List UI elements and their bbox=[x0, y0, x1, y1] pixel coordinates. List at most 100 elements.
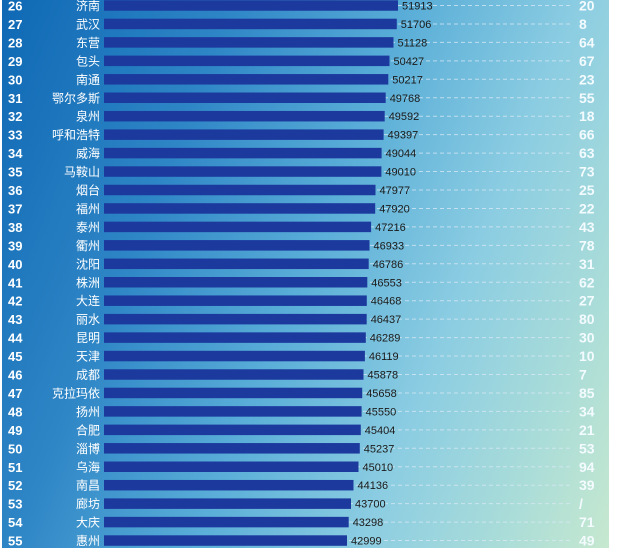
right-rank-label: 21 bbox=[579, 422, 595, 438]
category-label: 南通 bbox=[76, 72, 100, 87]
bar bbox=[104, 110, 385, 122]
category-label: 济南 bbox=[76, 0, 100, 13]
category-label: 马鞍山 bbox=[64, 164, 100, 179]
rank-label: 43 bbox=[8, 312, 22, 327]
category-label: 合肥 bbox=[76, 422, 100, 437]
right-rank-label: 78 bbox=[579, 237, 595, 253]
bar bbox=[104, 240, 370, 251]
rank-label: 26 bbox=[8, 0, 22, 14]
category-label: 克拉玛依 bbox=[52, 385, 100, 400]
rank-label: 35 bbox=[8, 165, 22, 180]
value-label: 43298 bbox=[353, 517, 384, 529]
bar bbox=[104, 424, 361, 436]
rank-label: 29 bbox=[8, 54, 22, 69]
value-label: 51913 bbox=[402, 1, 433, 13]
right-rank-label: 7 bbox=[579, 367, 587, 383]
bar bbox=[104, 535, 347, 546]
value-label: 47920 bbox=[379, 203, 410, 215]
bar bbox=[104, 350, 365, 362]
value-label: 51706 bbox=[401, 19, 432, 31]
category-label: 扬州 bbox=[76, 404, 100, 419]
bar bbox=[104, 74, 389, 85]
value-label: 43700 bbox=[355, 499, 386, 511]
right-rank-label: 43 bbox=[579, 219, 595, 235]
value-label: 46553 bbox=[371, 277, 402, 289]
value-label: 49397 bbox=[388, 130, 419, 142]
right-rank-label: 39 bbox=[579, 477, 595, 493]
value-label: 45550 bbox=[366, 406, 397, 418]
rank-label: 30 bbox=[8, 72, 22, 87]
rank-label: 42 bbox=[8, 294, 22, 309]
value-label: 49010 bbox=[385, 167, 416, 179]
value-label: 47216 bbox=[375, 222, 406, 234]
rank-label: 50 bbox=[8, 441, 22, 456]
rank-label: 47 bbox=[8, 386, 22, 401]
rank-label: 48 bbox=[8, 404, 22, 419]
value-label: 45010 bbox=[363, 462, 394, 474]
rank-label: 38 bbox=[8, 220, 22, 235]
bar bbox=[104, 0, 398, 11]
bar bbox=[104, 184, 376, 196]
rank-label: 37 bbox=[8, 201, 22, 216]
bar bbox=[104, 258, 369, 270]
category-label: 呼和浩特 bbox=[52, 127, 100, 142]
category-label: 衢州 bbox=[76, 239, 100, 253]
category-label: 泉州 bbox=[76, 110, 100, 124]
category-label: 株洲 bbox=[76, 275, 100, 290]
category-label: 大连 bbox=[76, 293, 100, 308]
category-label: 大庆 bbox=[76, 516, 100, 530]
category-label: 成都 bbox=[76, 368, 100, 382]
bar bbox=[104, 313, 367, 325]
rank-label: 54 bbox=[8, 515, 23, 530]
right-rank-label: 71 bbox=[579, 514, 595, 530]
value-label: 47977 bbox=[380, 185, 411, 197]
right-rank-label: 10 bbox=[579, 348, 595, 364]
rank-label: 53 bbox=[8, 497, 22, 512]
bar bbox=[104, 147, 382, 159]
right-rank-label: 94 bbox=[579, 459, 595, 475]
rank-label: 49 bbox=[8, 423, 22, 438]
chart-panel: 26 济南 51913 20 27 武汉 51706 8 28 东营 51128 64 29 包头 5042… bbox=[2, 0, 609, 548]
category-label: 惠州 bbox=[76, 534, 100, 548]
right-rank-label: 55 bbox=[579, 90, 595, 106]
bar bbox=[104, 221, 372, 233]
rank-label: 41 bbox=[8, 275, 22, 290]
right-rank-label: 53 bbox=[579, 440, 595, 456]
value-label: 45878 bbox=[368, 370, 399, 382]
value-label: 49044 bbox=[386, 148, 417, 160]
right-rank-label: 18 bbox=[579, 108, 595, 124]
bar bbox=[104, 129, 384, 140]
right-rank-label: 25 bbox=[579, 182, 595, 198]
right-rank-label: 80 bbox=[579, 311, 595, 327]
bar bbox=[104, 37, 394, 48]
category-label: 泰州 bbox=[76, 220, 100, 234]
bar bbox=[104, 369, 364, 380]
rank-label: 34 bbox=[8, 146, 23, 161]
value-label: 46468 bbox=[371, 296, 402, 308]
category-label: 南昌 bbox=[76, 478, 100, 493]
rank-label: 32 bbox=[8, 109, 22, 124]
category-label: 武汉 bbox=[76, 17, 100, 31]
category-label: 昆明 bbox=[76, 331, 100, 345]
value-label: 45237 bbox=[364, 443, 395, 455]
category-label: 丽水 bbox=[76, 313, 100, 327]
bar bbox=[104, 166, 382, 177]
right-rank-label: 85 bbox=[579, 385, 595, 401]
bar bbox=[104, 516, 349, 528]
value-label: 46786 bbox=[373, 259, 404, 271]
right-rank-label: 73 bbox=[579, 164, 595, 180]
right-rank-label: 30 bbox=[579, 330, 595, 346]
bar bbox=[104, 406, 362, 417]
bar bbox=[104, 498, 351, 509]
rank-label: 52 bbox=[8, 478, 22, 493]
value-label: 42999 bbox=[351, 536, 382, 548]
value-label: 46289 bbox=[370, 333, 401, 345]
rank-label: 28 bbox=[8, 35, 22, 50]
category-label: 福州 bbox=[76, 201, 100, 216]
category-label: 淄博 bbox=[76, 441, 100, 456]
right-rank-label: 23 bbox=[579, 71, 595, 87]
category-label: 沈阳 bbox=[76, 256, 100, 271]
bar bbox=[104, 461, 359, 472]
value-label: 46437 bbox=[371, 314, 402, 326]
